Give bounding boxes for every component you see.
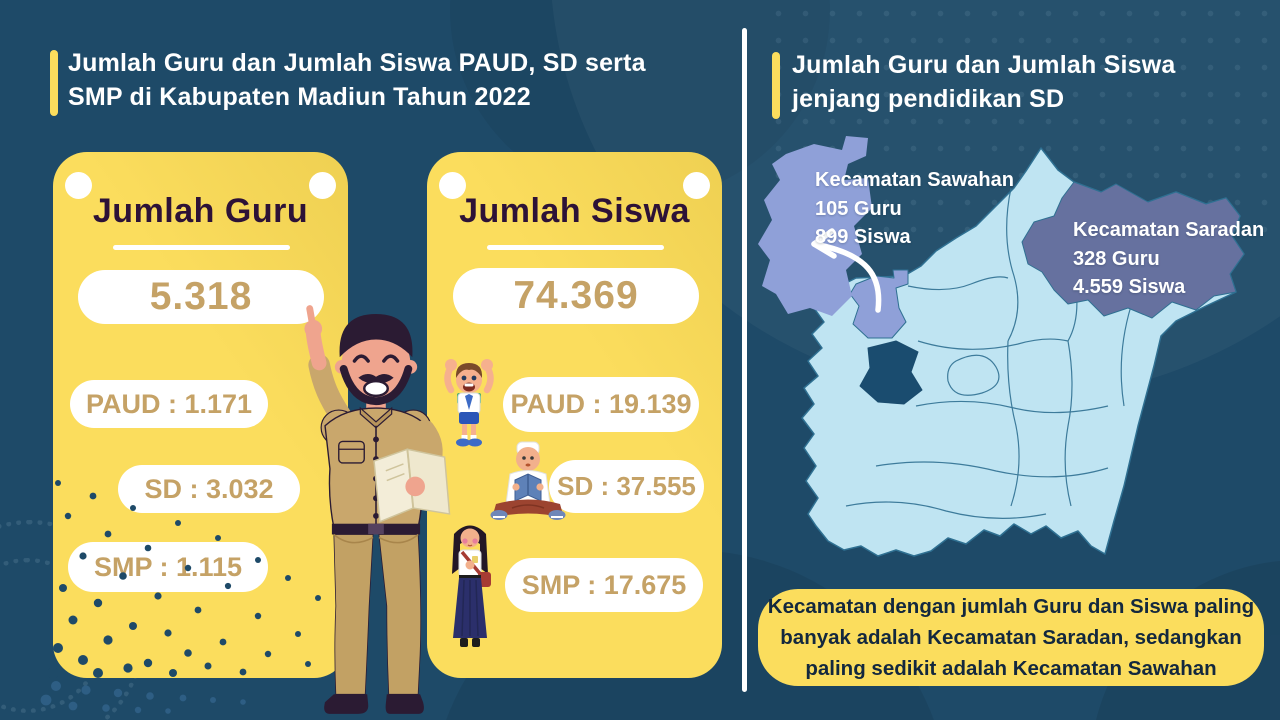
saradan-label: Kecamatan Saradan 328 Guru 4.559 Siswa [1073,216,1264,302]
note-line3: paling sedikit adalah Kecamatan Sawahan [805,657,1217,680]
card-corner-dot [439,172,466,199]
siswa-card-underline [487,245,664,250]
saradan-siswa: 4.559 Siswa [1073,276,1186,298]
guru-card-title: Jumlah Guru [92,192,309,230]
siswa-smp-pill: SMP : 17.675 [505,558,703,612]
sawahan-guru: 105 Guru [815,197,902,220]
card-corner-dot [683,172,710,199]
right-title-accent-bar [772,52,780,119]
student-girl-icon [452,525,491,647]
map-region-dark-district [859,340,923,405]
guru-card-underline [113,245,290,250]
guru-card: Jumlah Guru 5.318 PAUD : 1.171 SD : 3.03… [53,152,348,678]
callout-arrow-icon [811,228,882,313]
saradan-name: Kecamatan Saradan [1073,219,1265,241]
right-title-line2: jenjang pendidikan SD [792,85,1065,113]
left-title-line2: SMP di Kabupaten Madiun Tahun 2022 [68,83,531,111]
guru-smp-pill: SMP : 1.115 [68,542,268,592]
left-title-accent-bar [50,50,58,116]
student-boy-reading-icon [490,441,566,520]
dots-cluster-decoration [40,480,321,714]
card-corner-dot [65,172,92,199]
left-title-line1: Jumlah Guru dan Jumlah Siswa PAUD, SD se… [68,49,646,77]
left-panel-title: Jumlah Guru dan Jumlah Siswa PAUD, SD se… [68,46,718,114]
madiun-district-map [758,136,1245,557]
sawahan-name: Kecamatan Sawahan [815,169,1014,191]
student-boy-cheering-icon [444,359,494,447]
right-panel-title: Jumlah Guru dan Jumlah Siswa jenjang pen… [792,48,1232,116]
card-corner-dot [309,172,336,199]
saradan-guru: 328 Guru [1073,247,1160,270]
siswa-total-pill: 74.369 [453,268,699,324]
teacher-illustration [304,305,451,714]
guru-sd-pill: SD : 3.032 [118,465,300,513]
sawahan-siswa: 899 Siswa [815,226,911,248]
siswa-paud-pill: PAUD : 19.139 [503,377,699,432]
panel-divider [742,28,747,692]
right-title-line1: Jumlah Guru dan Jumlah Siswa [792,51,1176,79]
sawahan-label: Kecamatan Sawahan 105 Guru 899 Siswa [815,166,1014,252]
guru-total-pill: 5.318 [78,270,324,324]
map-callout-sawahan-enlarged [758,136,872,316]
note-line1: Kecamatan dengan jumlah Guru dan Siswa p… [767,595,1255,618]
note-line2: banyak adalah Kecamatan Saradan, sedangk… [780,626,1242,649]
conclusion-note-box: Kecamatan dengan jumlah Guru dan Siswa p… [758,589,1264,686]
guru-paud-pill: PAUD : 1.171 [70,380,268,428]
siswa-sd-pill: SD : 37.555 [549,460,704,513]
siswa-card-title: Jumlah Siswa [459,192,690,230]
map-region-saradan [1021,181,1245,319]
